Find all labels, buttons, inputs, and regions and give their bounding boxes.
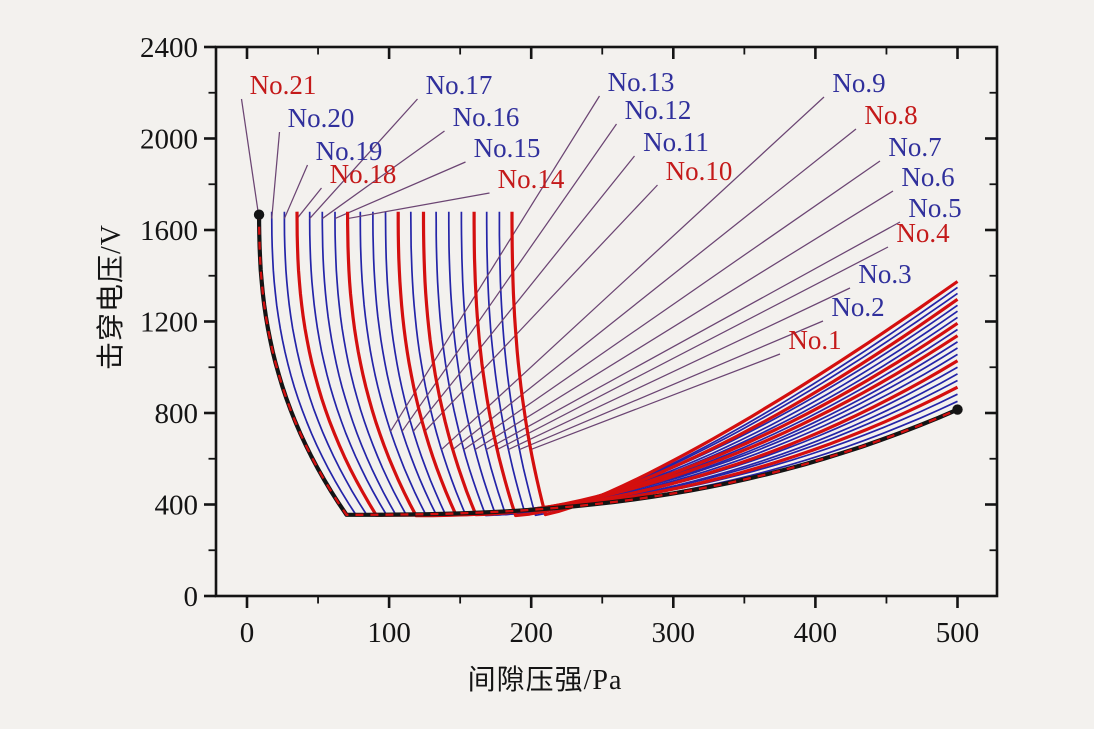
x-axis-title: 间隙压强/Pa (467, 665, 623, 696)
curve-label-no-10: No.10 (666, 156, 733, 186)
y-tick-label: 0 (184, 581, 199, 613)
curve-end-marker (952, 404, 963, 415)
curve-label-no-6: No.6 (901, 162, 954, 192)
y-axis-title: 击穿电压/V (96, 224, 127, 371)
leader-line-no-14 (347, 192, 490, 220)
leader-line-no-5 (485, 221, 901, 451)
leader-line-no-11 (412, 155, 635, 432)
leader-line-no-13 (390, 95, 601, 432)
leader-line-no-2 (519, 320, 824, 451)
x-tick-label: 400 (794, 617, 838, 649)
leader-line-no-15 (334, 161, 466, 220)
y-tick-label: 800 (155, 398, 199, 430)
curve-label-no-12: No.12 (625, 95, 692, 125)
curve-label-no-21: No.21 (250, 70, 317, 100)
y-tick-label: 400 (155, 490, 199, 522)
curve-label-no-7: No.7 (888, 132, 941, 162)
curve-label-no-3: No.3 (858, 259, 911, 289)
curve-label-no-8: No.8 (864, 100, 917, 130)
curve-no-2 (498, 211, 958, 517)
y-tick-label: 2400 (140, 32, 198, 64)
x-tick-label: 200 (509, 617, 553, 649)
curve-label-no-1: No.1 (788, 325, 841, 355)
curve-label-no-20: No.20 (288, 103, 355, 133)
leader-line-no-16 (321, 130, 445, 220)
curve-label-no-19: No.19 (316, 136, 383, 166)
x-tick-label: 100 (367, 617, 411, 649)
leader-line-no-6 (474, 190, 894, 451)
leader-line-no-17 (309, 98, 418, 219)
y-tick-label: 2000 (140, 124, 198, 156)
leader-line-no-4 (496, 246, 889, 451)
curve-label-no-14: No.14 (498, 164, 565, 194)
leader-line-no-21 (240, 98, 260, 219)
curve-no-18 (295, 211, 959, 517)
leader-line-no-3 (508, 287, 851, 451)
curve-label-no-4: No.4 (896, 218, 950, 248)
leader-line-no-9 (441, 96, 825, 451)
curve-label-no-17: No.17 (426, 70, 493, 100)
curve-label-no-9: No.9 (832, 68, 885, 98)
leader-line-no-10 (424, 184, 658, 432)
y-tick-label: 1200 (140, 307, 198, 339)
leader-line-no-8 (452, 128, 857, 451)
curve-label-no-13: No.13 (608, 67, 675, 97)
curve-label-no-16: No.16 (453, 102, 520, 132)
curve-start-marker (253, 209, 265, 220)
leader-line-no-19 (283, 164, 309, 219)
leader-line-no-18 (296, 187, 322, 219)
leader-line-no-7 (463, 160, 881, 451)
leader-line-no-20 (271, 131, 281, 219)
x-tick-label: 500 (936, 617, 980, 649)
curve-label-no-11: No.11 (643, 127, 709, 157)
curve-no-1 (510, 211, 959, 517)
x-tick-label: 300 (652, 617, 696, 649)
curve-label-no-15: No.15 (474, 133, 541, 163)
y-tick-label: 1600 (140, 215, 198, 247)
curve-label-no-5: No.5 (908, 193, 961, 223)
curve-label-no-18: No.18 (330, 159, 397, 189)
curve-label-no-2: No.2 (831, 292, 884, 322)
curve-no-21-red-dash (257, 211, 958, 516)
x-tick-label: 0 (240, 617, 255, 649)
leader-line-no-1 (530, 353, 781, 451)
